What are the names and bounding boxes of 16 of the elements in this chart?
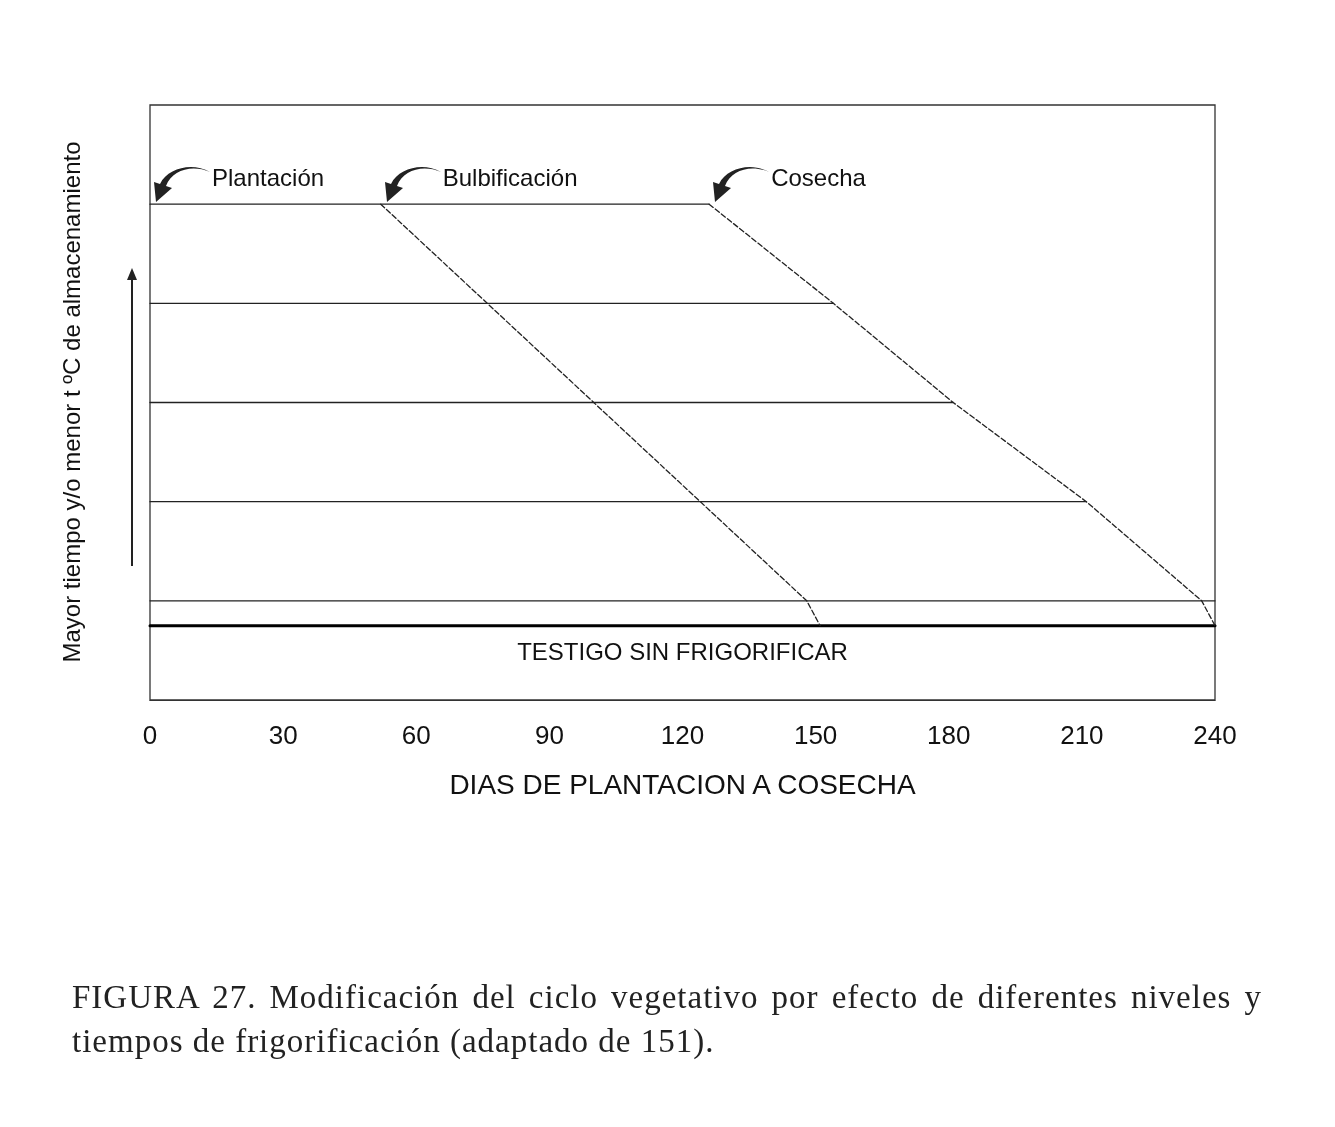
annotation: Cosecha [771,164,866,193]
x-tick-label: 90 [534,720,564,750]
annotation: Plantación [212,164,325,193]
x-tick-label: 0 [142,720,158,750]
annotation: TESTIGO SIN FRIGORIFICAR [517,637,848,666]
text: FIGURA 27. Modificación del ciclo vegetativo por efecto de diferentes niveles y tiempos de frigorificación (adaptado de 151). [72,978,1262,1061]
x-tick-label: 210 [1060,720,1104,750]
annotation: Bulbificación [442,164,578,193]
x-tick-label: 150 [793,720,838,750]
x-tick-label: 30 [268,720,298,750]
y-axis-title: Mayor tiempo y/o menor t ºC de almacenamiento [58,141,86,663]
x-tick-label: 180 [927,720,971,750]
x-axis-title: DIAS DE PLANTACION A COSECHA [449,768,916,800]
x-tick-label: 60 [401,720,431,750]
x-tick-label: 240 [1193,720,1237,750]
x-tick-label: 120 [660,720,705,750]
